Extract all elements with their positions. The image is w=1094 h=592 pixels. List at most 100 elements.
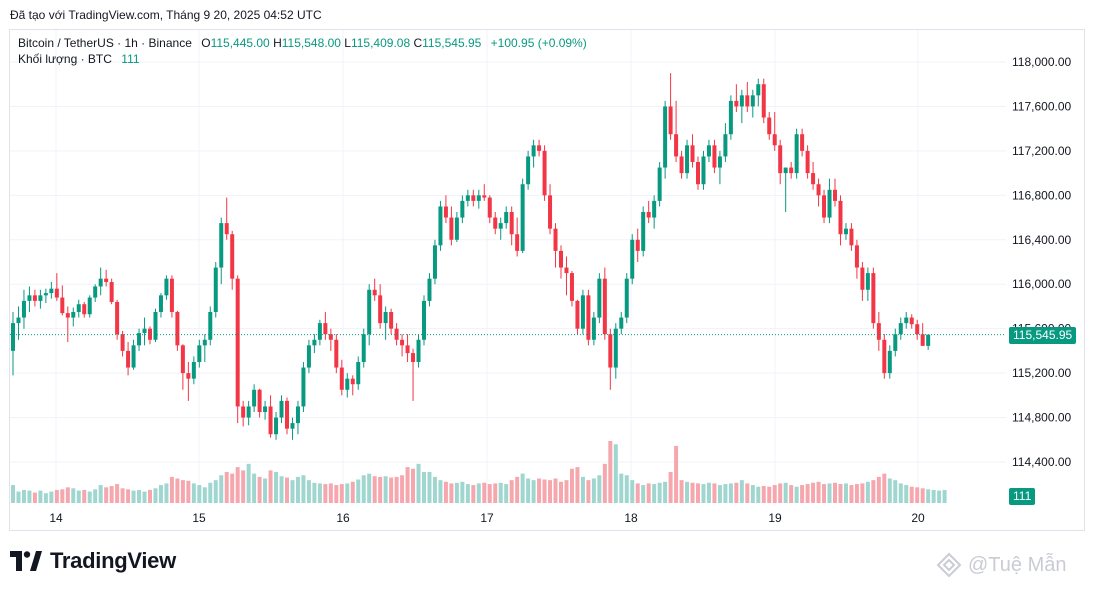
volume-bar <box>180 480 185 503</box>
candle-body <box>843 228 848 235</box>
volume-bar <box>246 463 251 503</box>
volume-bar <box>630 480 635 503</box>
volume-bar <box>49 491 54 503</box>
x-tick-label: 14 <box>49 511 63 525</box>
volume-bar <box>575 467 580 503</box>
volume-bar <box>367 473 372 503</box>
volume-bar <box>509 480 514 503</box>
volume-bar <box>597 475 602 503</box>
candle-body <box>202 339 207 346</box>
time-axis[interactable]: 14 15 16 17 18 19 20 <box>49 511 925 525</box>
watermark-text: @Tuệ Mẫn <box>968 553 1067 576</box>
volume-bar <box>317 483 322 503</box>
price-axis[interactable]: 114,400.00114,800.00115,200.00115,600.00… <box>1012 55 1071 469</box>
volume-bar <box>559 481 563 503</box>
candle-body <box>493 217 498 229</box>
volume-bar <box>728 483 733 503</box>
volume-bar <box>646 483 651 503</box>
candle-body <box>43 293 48 296</box>
candle-body <box>16 317 21 324</box>
candle-body <box>624 278 629 318</box>
candle-body <box>926 334 931 346</box>
candle-body <box>285 400 289 429</box>
volume-bar <box>893 480 898 503</box>
high-label: H <box>273 36 282 50</box>
candle-body <box>789 167 794 174</box>
volume-bar <box>816 481 821 503</box>
candle-body <box>920 334 925 346</box>
candle-body <box>208 312 213 340</box>
volume-bar <box>586 480 591 503</box>
tradingview-logo[interactable]: TradingView <box>10 548 176 574</box>
volume-bar <box>805 484 810 503</box>
candle-body <box>882 339 887 374</box>
chart-pane[interactable] <box>9 29 1085 531</box>
candle-body <box>564 267 569 274</box>
volume-bar <box>339 484 344 503</box>
chart-legend: Bitcoin / TetherUS · 1h · Binance O115,4… <box>18 35 587 67</box>
candle-body <box>367 289 372 335</box>
candle-body <box>838 200 843 235</box>
candle-body <box>93 286 98 298</box>
candle-body <box>405 345 410 354</box>
candle-body <box>71 312 76 318</box>
y-tick-label: 114,400.00 <box>1012 455 1071 469</box>
volume-bar <box>60 489 65 503</box>
volume-bar <box>241 470 246 503</box>
candle-body <box>690 145 695 162</box>
candle-body <box>498 223 503 229</box>
high-value: 115,548.00 <box>281 36 341 50</box>
candle-body <box>295 406 300 424</box>
volume-bar <box>350 481 355 503</box>
volume-bar <box>383 476 388 503</box>
volume-bar <box>279 476 284 503</box>
candle-body <box>427 278 432 301</box>
low-label: L <box>344 36 351 50</box>
close-label: C <box>413 36 423 50</box>
volume-bar <box>652 484 657 503</box>
candle-body <box>641 212 646 251</box>
volume-bar <box>11 485 15 503</box>
volume-bar <box>295 476 300 503</box>
volume-bar <box>800 485 805 503</box>
volume-bar <box>65 487 70 503</box>
candle-body <box>460 200 465 218</box>
volume-label[interactable]: Khối lượng · BTC <box>18 52 112 66</box>
candle-body <box>120 334 125 351</box>
volume-bar <box>767 486 772 503</box>
volume-bar <box>93 489 98 503</box>
candle-body <box>257 389 262 412</box>
volume-bar <box>608 441 613 503</box>
candle-body <box>586 295 591 340</box>
candle-body <box>904 317 909 324</box>
volume-bar <box>164 483 169 503</box>
volume-bar <box>849 485 854 503</box>
volume-badge: 111 <box>1009 488 1036 505</box>
candle-body <box>887 350 892 374</box>
candle-body <box>531 145 536 157</box>
candle-body <box>449 217 454 240</box>
volume-bar <box>690 482 695 503</box>
y-tick-label: 116,800.00 <box>1012 188 1071 202</box>
volume-bars <box>11 441 947 503</box>
volume-bar <box>772 485 777 503</box>
last-price-badge: 115,545.95 <box>1009 326 1077 344</box>
candle-body <box>723 134 728 157</box>
x-tick-label: 15 <box>192 511 206 525</box>
volume-bar <box>663 481 668 503</box>
candle-body <box>350 378 355 385</box>
candles <box>11 73 931 440</box>
candle-body <box>82 304 87 315</box>
symbol-title[interactable]: Bitcoin / TetherUS · 1h · Binance <box>18 36 192 50</box>
candle-body <box>115 302 120 335</box>
volume-bar <box>328 483 333 503</box>
volume-bar <box>268 470 273 503</box>
candle-body <box>422 300 426 340</box>
candle-body <box>575 300 580 329</box>
candle-body <box>87 297 92 315</box>
volume-bar <box>82 489 87 503</box>
volume-bar <box>175 478 180 503</box>
candle-body <box>613 328 618 368</box>
candle-body <box>164 278 169 296</box>
